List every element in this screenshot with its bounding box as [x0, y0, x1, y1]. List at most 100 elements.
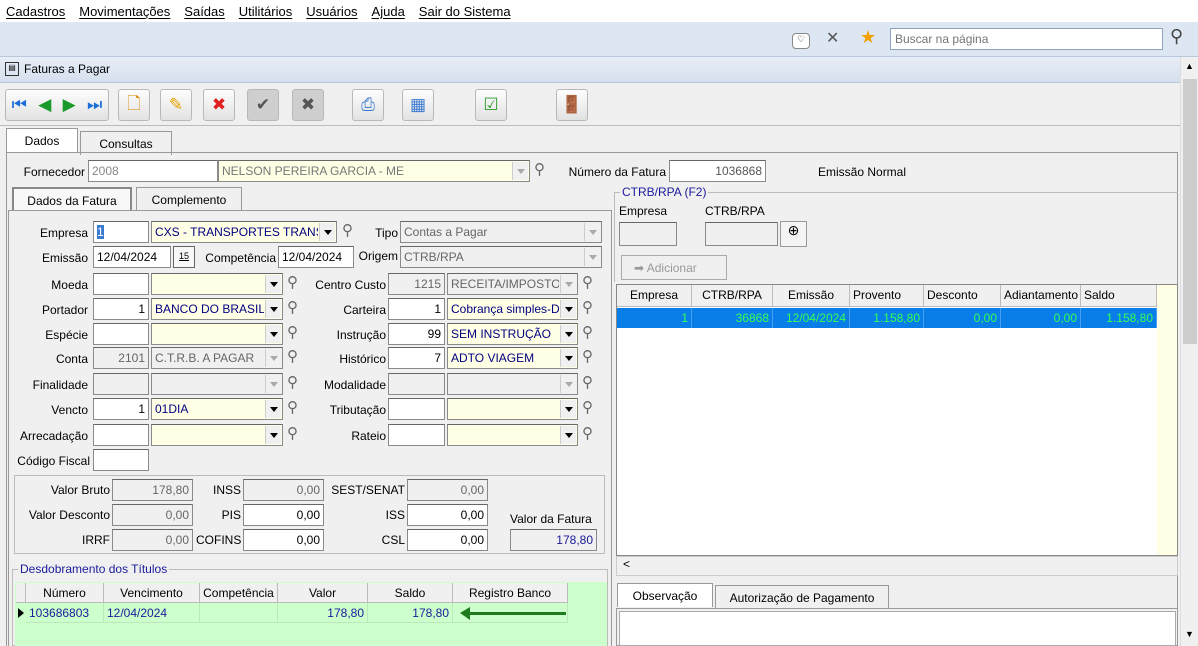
chevron-down-icon[interactable]	[560, 426, 576, 444]
print-button[interactable]: ⎙	[352, 89, 384, 121]
menu-saidas[interactable]: Saídas	[184, 3, 225, 19]
search-icon[interactable]: ⚲	[582, 399, 593, 416]
tributacao-code-input[interactable]	[388, 398, 445, 420]
valor-fatura-input[interactable]: 178,80	[510, 529, 597, 551]
tab-autorizacao-pagamento[interactable]: Autorização de Pagamento	[715, 585, 889, 609]
chevron-down-icon[interactable]	[560, 400, 576, 418]
chevron-down-icon[interactable]	[584, 223, 600, 241]
search-icon[interactable]: ⚲	[582, 324, 593, 341]
chevron-down-icon[interactable]	[560, 325, 576, 343]
search-icon[interactable]: ⚲	[582, 374, 593, 391]
sest-input[interactable]: 0,00	[407, 479, 488, 501]
conta-code-input[interactable]: 2101	[93, 347, 149, 369]
moeda-code-input[interactable]	[93, 273, 149, 295]
pis-input[interactable]: 0,00	[243, 504, 324, 526]
search-icon[interactable]: ⚲	[342, 222, 353, 239]
titulos-col-header[interactable]: Vencimento	[104, 583, 200, 603]
competencia-input[interactable]: 12/04/2024	[278, 246, 354, 268]
ctrb-col-header[interactable]: Saldo	[1081, 285, 1157, 307]
arrecadacao-combo[interactable]	[151, 424, 283, 446]
prev-icon[interactable]: ◀	[38, 95, 52, 114]
search-input[interactable]	[890, 28, 1163, 50]
carteira-combo[interactable]: Cobrança simples-D	[447, 298, 578, 320]
observacao-textarea[interactable]	[619, 611, 1176, 646]
tab-dados[interactable]: Dados	[6, 128, 78, 153]
finalidade-code-input[interactable]	[93, 373, 149, 395]
exit-button[interactable]: 🚪	[556, 89, 588, 121]
valor_desconto-input[interactable]: 0,00	[112, 504, 193, 526]
csl-input[interactable]: 0,00	[407, 529, 488, 551]
modalidade-code-input[interactable]	[388, 373, 445, 395]
ctrb-col-header[interactable]: Desconto	[924, 285, 1001, 307]
menu-usuarios[interactable]: Usuários	[306, 3, 358, 19]
calendar-button[interactable]: 15	[173, 246, 195, 268]
grid-button[interactable]: ▦	[402, 89, 434, 121]
numero-fatura-input[interactable]: 1036868	[669, 160, 766, 182]
titulos-cell[interactable]: 12/04/2024	[104, 603, 200, 623]
report-button[interactable]: ☑	[475, 89, 507, 121]
adicionar-button[interactable]: ➡ Adicionar	[621, 255, 727, 280]
tributacao-combo[interactable]	[447, 398, 578, 420]
valor_bruto-input[interactable]: 178,80	[112, 479, 193, 501]
chevron-down-icon[interactable]	[319, 223, 335, 241]
fornecedor-name-combo[interactable]: NELSON PEREIRA GARCIA - ME	[218, 160, 530, 182]
scroll-down-icon[interactable]: ▼	[1185, 629, 1194, 639]
search-icon[interactable]: ⚲	[582, 299, 593, 316]
vencto-combo[interactable]: 01DIA	[151, 398, 283, 420]
chevron-down-icon[interactable]	[265, 426, 281, 444]
especie-combo[interactable]	[151, 323, 283, 345]
menu-cadastros[interactable]: Cadastros	[6, 3, 66, 19]
search-icon[interactable]: ⚲	[287, 274, 298, 291]
titulos-cell[interactable]	[200, 603, 278, 623]
chevron-down-icon[interactable]	[265, 300, 281, 318]
delete-button[interactable]: ✖	[203, 89, 235, 121]
star-icon[interactable]: ★	[860, 27, 877, 47]
ctrb-row[interactable]	[617, 308, 1157, 328]
chevron-down-icon[interactable]	[265, 400, 281, 418]
edit-button[interactable]: ✎	[160, 89, 192, 121]
last-icon[interactable]: ⏭	[87, 95, 103, 114]
ctrb-col-header[interactable]: Empresa	[617, 285, 692, 307]
menu-movimentacoes[interactable]: Movimentações	[79, 3, 171, 19]
chevron-down-icon[interactable]	[265, 275, 281, 293]
first-icon[interactable]: ⏮	[11, 95, 27, 114]
pin-off-icon[interactable]: ✕	[826, 30, 840, 47]
confirm-button[interactable]: ✔	[247, 89, 279, 121]
search-icon[interactable]: ⚲	[287, 348, 298, 365]
titulos-cell[interactable]	[453, 603, 568, 623]
chevron-down-icon[interactable]	[560, 349, 576, 367]
carteira-code-input[interactable]: 1	[388, 298, 445, 320]
ctrb-col-header[interactable]: Adiantamento	[1001, 285, 1081, 307]
zoom-search-button[interactable]: ⊕	[780, 221, 807, 247]
titulos-col-header[interactable]: Valor	[278, 583, 368, 603]
iss-input[interactable]: 0,00	[407, 504, 488, 526]
ctrb-empresa-input[interactable]	[619, 222, 677, 246]
search-icon[interactable]: ⚲	[1170, 26, 1184, 46]
new-button[interactable]: 🗋	[118, 89, 150, 121]
titulos-cell[interactable]: 178,80	[278, 603, 368, 623]
historico-combo[interactable]: ADTO VIAGEM	[447, 347, 578, 369]
inss-input[interactable]: 0,00	[243, 479, 324, 501]
pocket-icon[interactable]: ♡	[792, 33, 810, 49]
empresa-combo[interactable]: CXS - TRANSPORTES TRANS	[151, 221, 337, 243]
historico-code-input[interactable]: 7	[388, 347, 445, 369]
instrucao-code-input[interactable]: 99	[388, 323, 445, 345]
titulos-col-header[interactable]: Registro Banco	[453, 583, 568, 603]
portador-combo[interactable]: BANCO DO BRASIL	[151, 298, 283, 320]
vencto-code-input[interactable]: 1	[93, 398, 149, 420]
finalidade-combo[interactable]	[151, 373, 283, 395]
cancel-button[interactable]: ✖	[292, 89, 324, 121]
modalidade-combo[interactable]	[447, 373, 578, 395]
tab-observacao[interactable]: Observação	[617, 583, 713, 607]
chevron-down-icon[interactable]	[560, 375, 576, 393]
tab-complemento[interactable]: Complemento	[136, 187, 242, 211]
codigo-fiscal-input[interactable]	[93, 449, 149, 471]
menu-utilitarios[interactable]: Utilitários	[238, 3, 293, 19]
chevron-down-icon[interactable]	[265, 325, 281, 343]
tab-consultas[interactable]: Consultas	[80, 131, 172, 155]
scroll-left-icon[interactable]: <	[623, 557, 631, 571]
search-icon[interactable]: ⚲	[287, 399, 298, 416]
especie-code-input[interactable]	[93, 323, 149, 345]
cofins-input[interactable]: 0,00	[243, 529, 324, 551]
chevron-down-icon[interactable]	[560, 275, 576, 293]
